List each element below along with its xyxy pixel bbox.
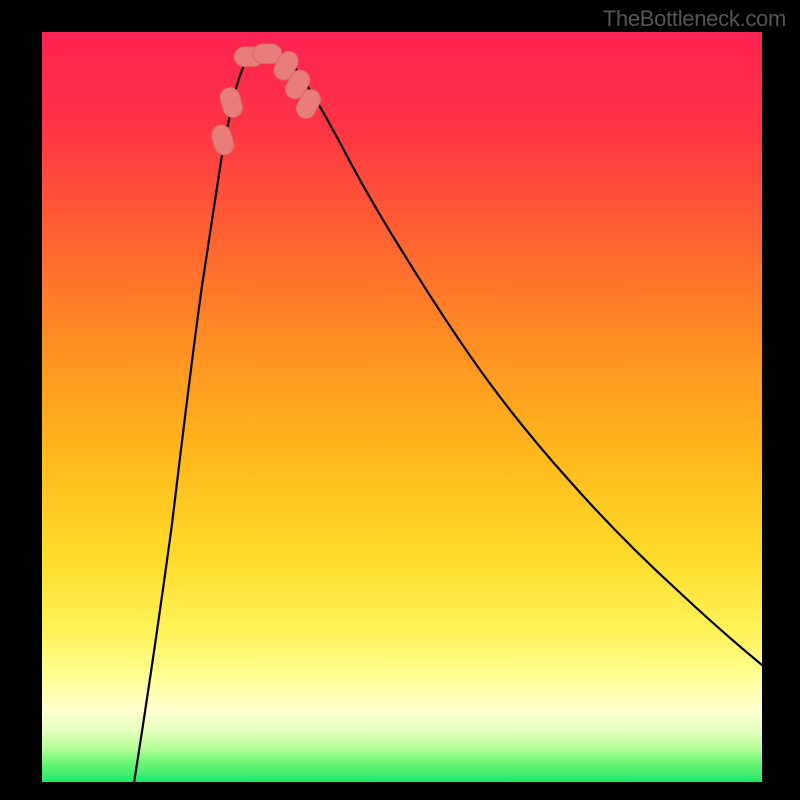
chart-container: TheBottleneck.com [0, 0, 800, 800]
watermark-text: TheBottleneck.com [603, 6, 786, 32]
bottleneck-curve-chart [0, 0, 800, 800]
plot-background-gradient [42, 32, 762, 782]
